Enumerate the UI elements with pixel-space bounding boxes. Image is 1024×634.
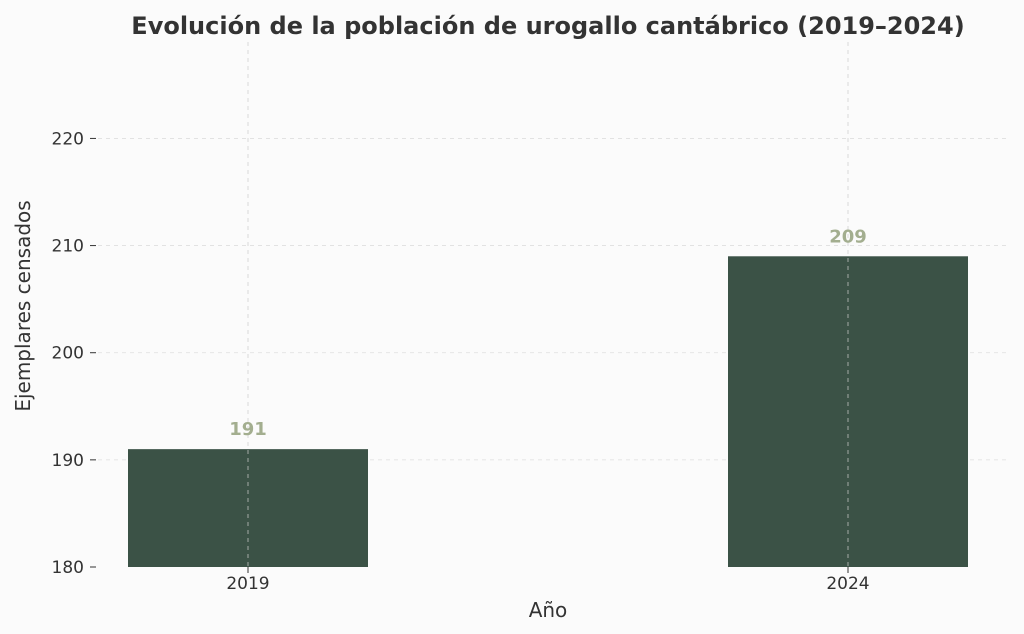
y-axis-ticks: 180 190 200 210 220 <box>52 129 96 578</box>
bars <box>128 256 968 567</box>
y-tick-label: 180 <box>52 558 84 578</box>
x-axis-ticks: 2019 2024 <box>226 567 870 594</box>
y-tick-label: 210 <box>52 237 84 257</box>
x-axis-label: Año <box>529 598 568 622</box>
y-tick-label: 200 <box>52 344 84 364</box>
data-label: 209 <box>829 226 867 247</box>
chart-title: Evolución de la población de urogallo ca… <box>131 12 964 40</box>
y-axis-label: Ejemplares censados <box>11 200 35 411</box>
x-tick-label: 2019 <box>226 574 269 594</box>
y-tick-label: 190 <box>52 451 84 471</box>
data-label: 191 <box>229 419 267 440</box>
data-labels: 191 209 <box>229 226 867 440</box>
x-tick-label: 2024 <box>826 574 869 594</box>
y-tick-label: 220 <box>52 129 84 149</box>
